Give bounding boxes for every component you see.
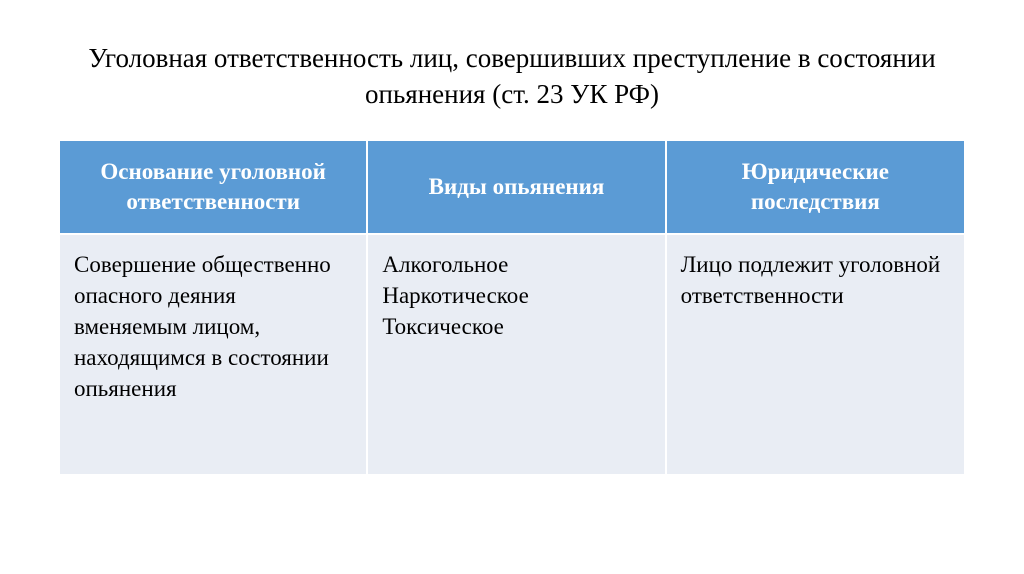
- header-basis: Основание уголовной ответственности: [60, 141, 367, 234]
- criminal-liability-table: Основание уголовной ответственности Виды…: [60, 141, 964, 474]
- header-types: Виды опьянения: [367, 141, 665, 234]
- cell-types: Алкогольное Наркотическое Токсическое: [367, 234, 665, 474]
- table-row: Совершение общественно опасного деяния в…: [60, 234, 964, 474]
- cell-consequences: Лицо подлежит уголовной ответственности: [666, 234, 964, 474]
- cell-basis: Совершение общественно опасного деяния в…: [60, 234, 367, 474]
- page-title: Уголовная ответственность лиц, совершивш…: [60, 40, 964, 113]
- type-narcotic: Наркотическое: [382, 280, 650, 311]
- type-toxic: Токсическое: [382, 311, 650, 342]
- table-header-row: Основание уголовной ответственности Виды…: [60, 141, 964, 234]
- header-consequences: Юридические последствия: [666, 141, 964, 234]
- type-alcohol: Алкогольное: [382, 249, 650, 280]
